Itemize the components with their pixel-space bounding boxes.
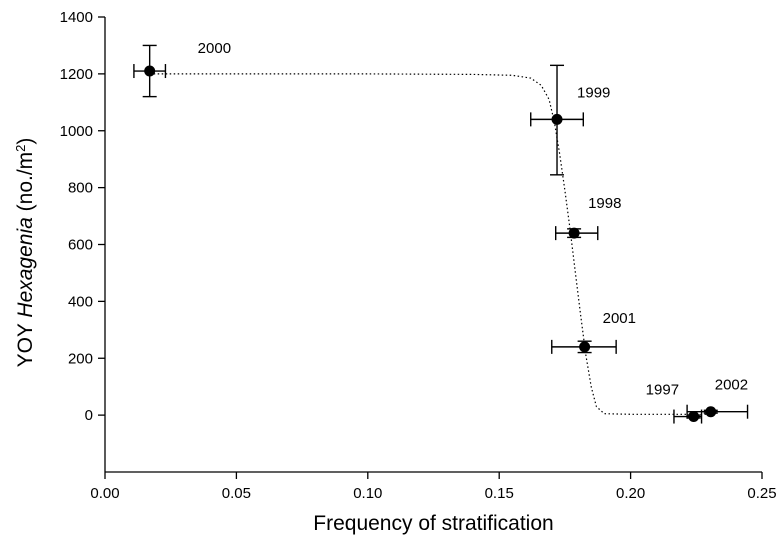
point-labels-group: 2000 1999 1998 2001 1997 2002 [198,40,748,399]
y-axis-title-prefix: YOY [14,318,37,368]
point-label: 2001 [603,310,636,327]
x-tick-label: 0.05 [222,485,251,502]
y-tick-label: 600 [68,237,93,254]
y-tick-label: 400 [68,293,93,310]
y-tick-label: 1400 [60,9,93,26]
fit-curve-group [149,73,710,415]
point-label: 2002 [715,377,748,394]
point-label: 1997 [646,382,679,399]
y-axis-title-italic: Hexagenia [14,217,37,317]
data-point [579,341,591,353]
y-tick-label: 800 [68,180,93,197]
data-point [568,227,580,239]
data-point [551,113,563,125]
data-point [705,406,717,418]
axes: 0.00 0.05 0.10 0.15 0.20 0.25 0 200 400 600 800 100… [60,9,777,502]
x-tick-label: 0.15 [485,485,514,502]
y-axis-title-superscript: 2 [13,145,28,152]
y-axis-title-suffix: (no./m [14,152,37,217]
data-point [144,65,156,77]
y-tick-label: 1000 [60,123,93,140]
error-bars-group [133,44,749,424]
y-tick-label: 0 [85,407,93,424]
fit-curve [149,73,710,415]
x-tick-label: 0.20 [616,485,645,502]
point-label: 2000 [198,40,231,57]
x-tick-label: 0.25 [747,485,776,502]
x-tick-label: 0.10 [353,485,382,502]
data-points-group [144,65,717,423]
y-axis-title-close: ) [14,138,37,145]
data-point [688,411,700,423]
point-label: 1999 [577,84,610,101]
y-axis-title: YOY Hexagenia (no./m2) [13,138,38,368]
point-label: 1998 [588,195,621,212]
y-tick-label: 1200 [60,66,93,83]
y-tick-label: 200 [68,350,93,367]
x-tick-label: 0.00 [90,485,119,502]
x-axis-title: Frequency of stratification [313,512,553,535]
